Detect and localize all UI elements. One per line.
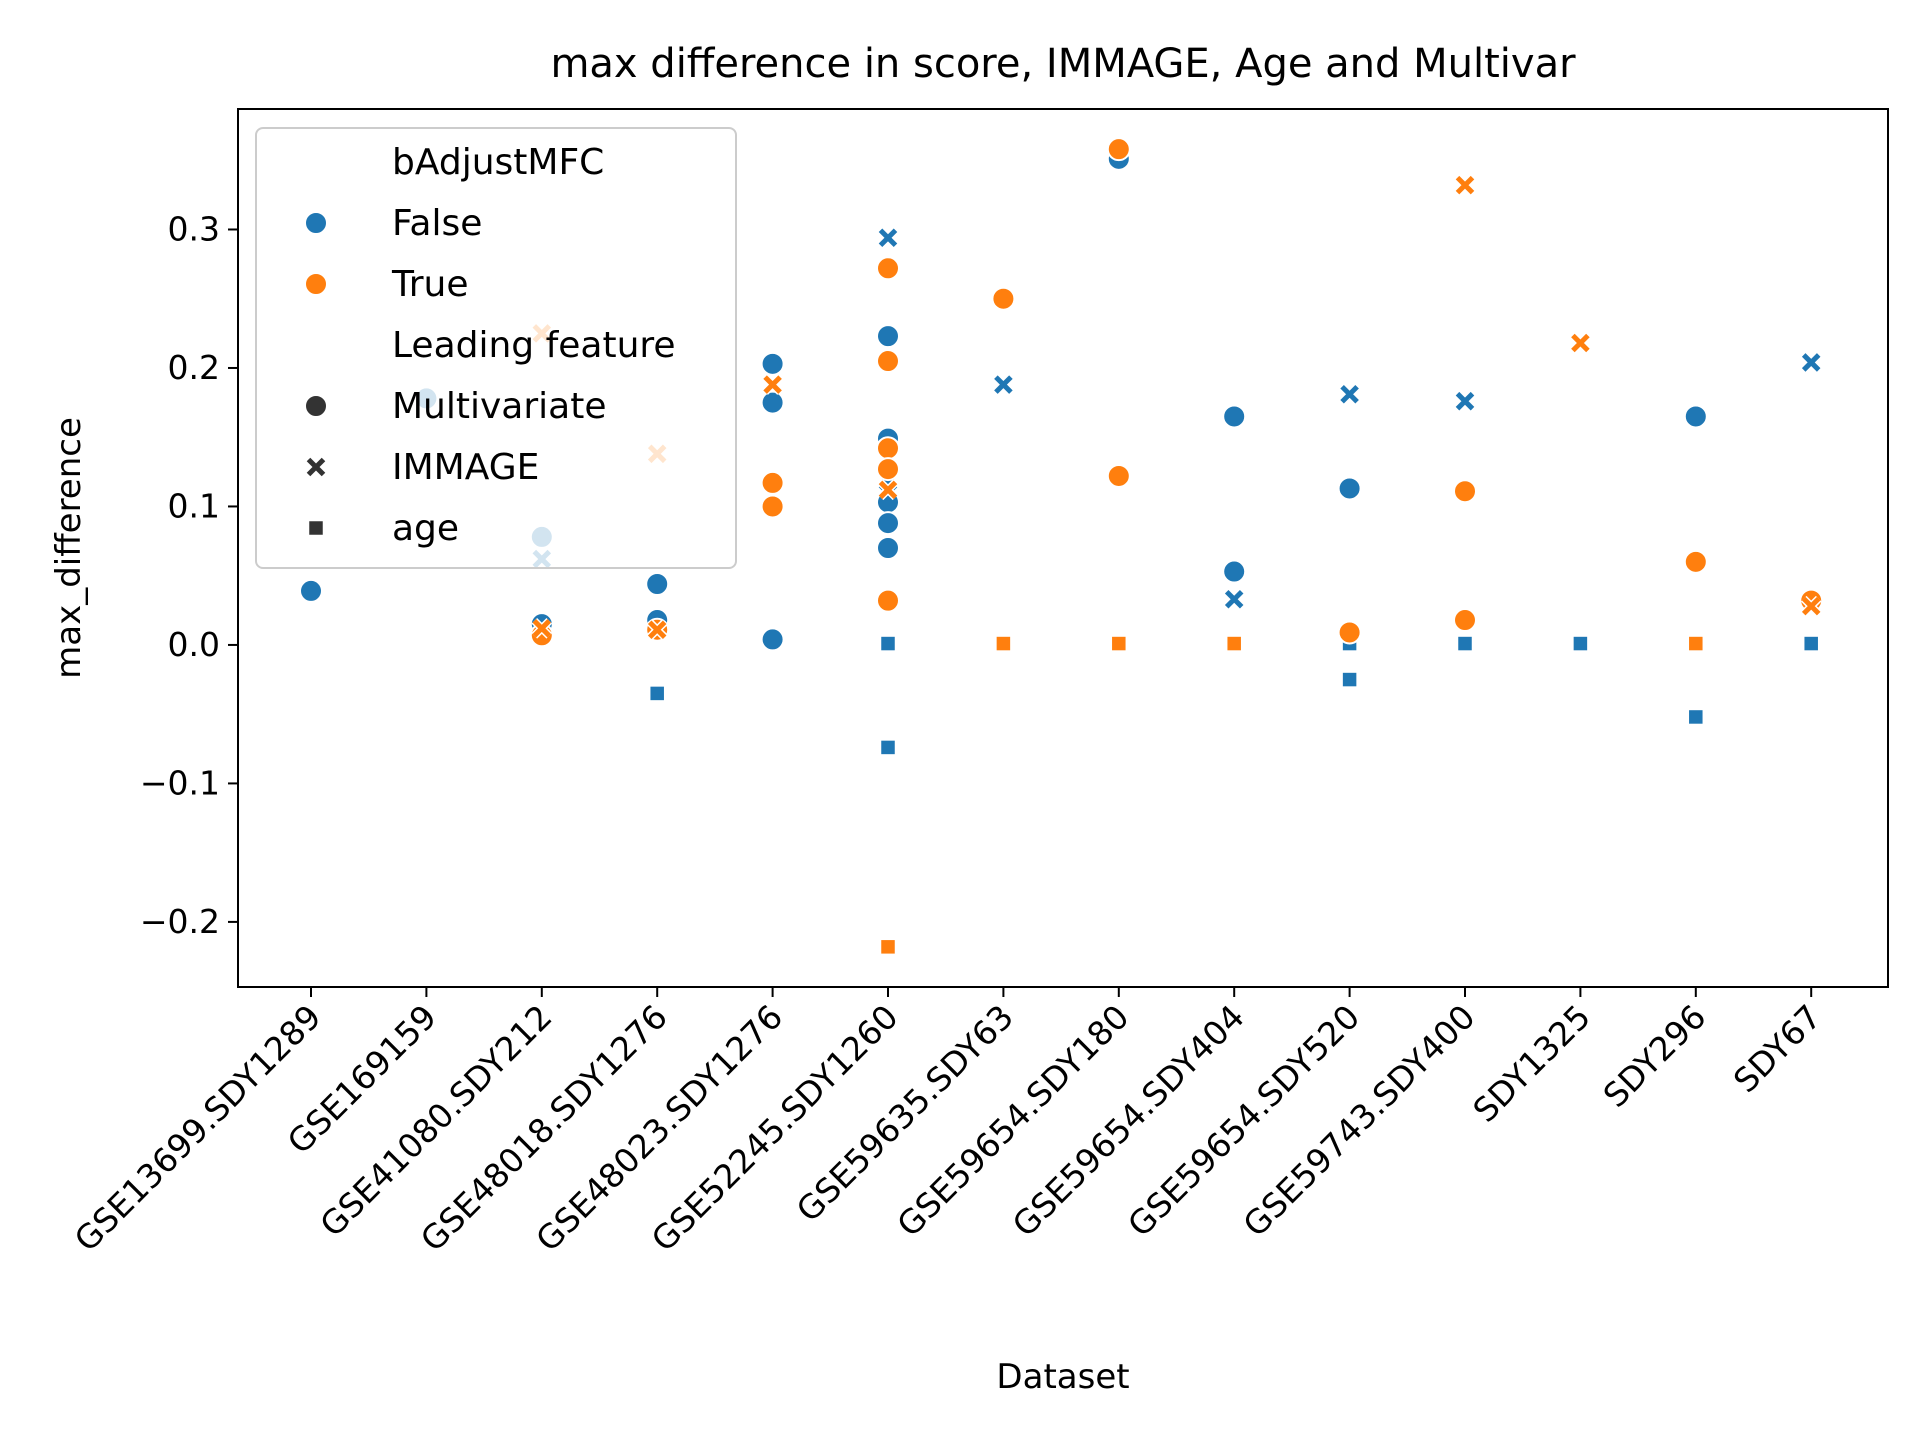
legend-frame: [255, 127, 737, 569]
data-point: [1225, 635, 1243, 652]
data-point: [1454, 390, 1476, 412]
data-point: [1454, 174, 1476, 196]
data-point: [1337, 476, 1362, 501]
data-point: [760, 627, 785, 652]
data-point: [879, 739, 897, 756]
legend-entry-label: age: [392, 508, 459, 549]
legend-entry-label: False: [392, 203, 482, 244]
data-point: [876, 511, 900, 536]
data-point: [760, 351, 785, 376]
y-tick-label: 0.3: [168, 209, 220, 248]
chart-title: max difference in score, IMMAGE, Age and…: [550, 41, 1576, 87]
data-point: [876, 436, 900, 461]
data-point: [760, 390, 785, 415]
y-axis: −0.2 −0.1 0.0 0.1 0.2 0.3: [140, 209, 238, 941]
data-point: [762, 374, 783, 395]
y-tick-label: 0.2: [168, 348, 220, 387]
legend-marker: [304, 272, 328, 296]
data-point: [993, 374, 1014, 395]
data-point: [1337, 620, 1362, 645]
data-point: [531, 617, 553, 639]
data-point: [1453, 479, 1477, 504]
data-point: [876, 457, 900, 482]
x-axis-label: Dataset: [996, 1357, 1129, 1397]
legend-marker: [304, 211, 328, 235]
data-point: [648, 685, 666, 702]
data-point: [1222, 559, 1247, 584]
y-tick-label: 0.1: [168, 486, 220, 525]
legend-entry-label: True: [391, 264, 468, 305]
data-point: [879, 635, 897, 652]
data-point: [877, 479, 899, 501]
data-point: [1800, 595, 1822, 617]
data-point: [876, 256, 900, 281]
y-tick-label: 0.0: [168, 625, 220, 664]
data-point: [1572, 635, 1589, 652]
data-point: [877, 227, 899, 249]
data-point: [1106, 463, 1131, 488]
data-point: [646, 619, 668, 641]
data-point: [1110, 635, 1128, 652]
legend-hue-title: bAdjustMFC: [392, 142, 604, 183]
data-point: [995, 635, 1012, 652]
data-point: [876, 588, 900, 613]
data-point: [1223, 588, 1245, 610]
legend-entry-label: IMMAGE: [392, 447, 539, 488]
legend-entry-label: Multivariate: [392, 386, 607, 427]
legend-marker: [307, 519, 325, 537]
data-point: [1456, 635, 1474, 652]
data-point: [1687, 708, 1705, 726]
data-point: [1570, 332, 1591, 354]
data-point: [1106, 137, 1131, 162]
data-point: [299, 578, 323, 603]
legend-marker: [304, 394, 328, 418]
data-point: [1683, 549, 1708, 574]
data-point: [760, 470, 785, 495]
data-point: [1687, 635, 1705, 652]
y-tick-label: −0.1: [140, 763, 220, 802]
data-point: [879, 938, 897, 956]
data-point: [1800, 352, 1822, 373]
legend-style-title: Leading feature: [392, 325, 676, 366]
data-point: [991, 286, 1016, 311]
data-point: [876, 536, 900, 560]
y-tick-label: −0.2: [140, 902, 220, 941]
y-axis-label: max_difference: [49, 417, 89, 679]
data-point: [876, 349, 900, 374]
legend: bAdjustMFC False True Leading feature Multiv…: [255, 127, 737, 569]
data-point: [645, 572, 670, 597]
data-point: [1339, 383, 1360, 405]
legend-marker: [305, 456, 327, 478]
data-point: [876, 324, 900, 349]
data-point: [1341, 671, 1358, 688]
data-point: [1683, 404, 1708, 429]
axes-frame: [237, 108, 1889, 988]
data-point: [1453, 608, 1477, 633]
data-point: [1802, 635, 1820, 652]
data-point: [1222, 404, 1247, 429]
data-point: [760, 494, 785, 519]
